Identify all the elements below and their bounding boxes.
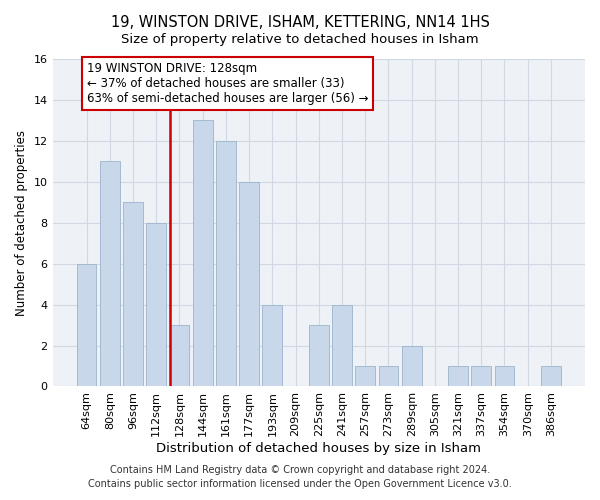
- Text: 19, WINSTON DRIVE, ISHAM, KETTERING, NN14 1HS: 19, WINSTON DRIVE, ISHAM, KETTERING, NN1…: [110, 15, 490, 30]
- Bar: [494, 366, 514, 386]
- Bar: [541, 366, 561, 386]
- Bar: [100, 162, 119, 386]
- Bar: [448, 366, 468, 386]
- Y-axis label: Number of detached properties: Number of detached properties: [15, 130, 28, 316]
- X-axis label: Distribution of detached houses by size in Isham: Distribution of detached houses by size …: [156, 442, 481, 455]
- Bar: [216, 141, 236, 386]
- Bar: [309, 325, 329, 386]
- Bar: [379, 366, 398, 386]
- Text: Size of property relative to detached houses in Isham: Size of property relative to detached ho…: [121, 32, 479, 46]
- Bar: [472, 366, 491, 386]
- Bar: [193, 120, 212, 386]
- Bar: [402, 346, 422, 387]
- Bar: [123, 202, 143, 386]
- Bar: [146, 222, 166, 386]
- Bar: [355, 366, 375, 386]
- Bar: [262, 304, 282, 386]
- Text: 19 WINSTON DRIVE: 128sqm
← 37% of detached houses are smaller (33)
63% of semi-d: 19 WINSTON DRIVE: 128sqm ← 37% of detach…: [87, 62, 368, 105]
- Bar: [170, 325, 190, 386]
- Bar: [77, 264, 97, 386]
- Bar: [239, 182, 259, 386]
- Bar: [332, 304, 352, 386]
- Text: Contains HM Land Registry data © Crown copyright and database right 2024.
Contai: Contains HM Land Registry data © Crown c…: [88, 465, 512, 489]
